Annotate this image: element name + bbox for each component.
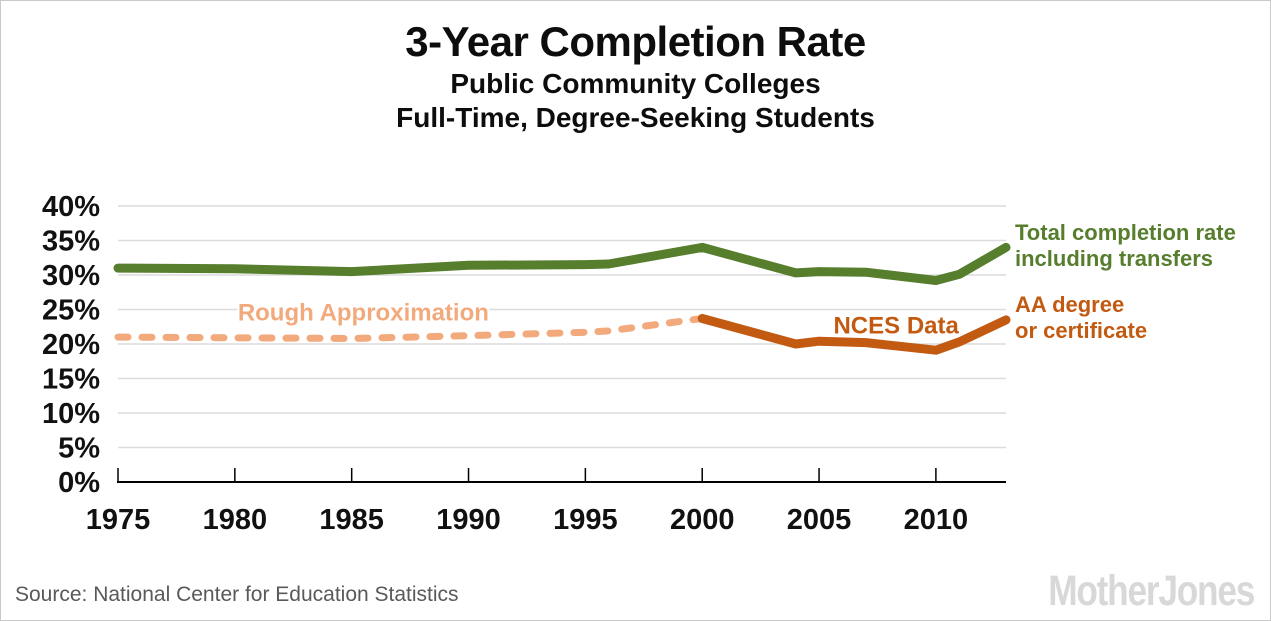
annotation-rough: Rough Approximation [238, 300, 489, 327]
annotation-nces: NCES Data [833, 313, 959, 340]
annotation-bg-rough [237, 297, 490, 325]
legend-aa-degree-line2: or certificate [1015, 318, 1148, 343]
source-note: Source: National Center for Education St… [15, 583, 459, 606]
y-axis-tick-label: 5% [58, 433, 100, 465]
motherjones-logo: MotherJones [1048, 567, 1255, 615]
series-line-nces [697, 314, 1011, 355]
legend-total-completion-line1: Total completion rate [1015, 220, 1236, 245]
x-axis-tick-label: 2010 [904, 504, 969, 536]
y-axis-tick-label: 35% [42, 226, 100, 258]
title-block: 3-Year Completion Rate Public Community … [1, 17, 1270, 135]
legend-total-completion-line2: including transfers [1015, 246, 1214, 271]
series-line-approximation [114, 315, 706, 342]
y-axis-tick-label: 20% [42, 329, 100, 361]
y-axis-tick-label: 40% [42, 191, 100, 223]
legend-aa-degree-line1: AA degree [1015, 292, 1125, 317]
chart-subtitle-line1: Public Community Colleges [450, 68, 821, 99]
chart-title: 3-Year Completion Rate [405, 18, 866, 65]
x-axis-tick-label: 1980 [203, 504, 268, 536]
y-axis-tick-label: 10% [42, 398, 100, 430]
chart-subtitle-line2: Full-Time, Degree-Seeking Students [396, 102, 875, 133]
x-axis-tick-label: 1975 [86, 504, 151, 536]
legend-total-completion: Total completion rate including transfer… [1015, 220, 1236, 272]
series-line-total [113, 242, 1011, 285]
x-axis-tick-label: 2005 [787, 504, 852, 536]
y-axis-tick-label: 30% [42, 260, 100, 292]
y-axis-tick-label: 25% [42, 295, 100, 327]
y-axis-tick-label: 15% [42, 364, 100, 396]
x-axis-tick-label: 1995 [553, 504, 618, 536]
legend-aa-degree: AA degree or certificate [1015, 292, 1147, 344]
x-axis-tick-label: 1990 [436, 504, 501, 536]
x-axis-tick-label: 2000 [670, 504, 735, 536]
y-axis-tick-label: 0% [58, 467, 100, 499]
x-axis-tick-label: 1985 [319, 504, 384, 536]
